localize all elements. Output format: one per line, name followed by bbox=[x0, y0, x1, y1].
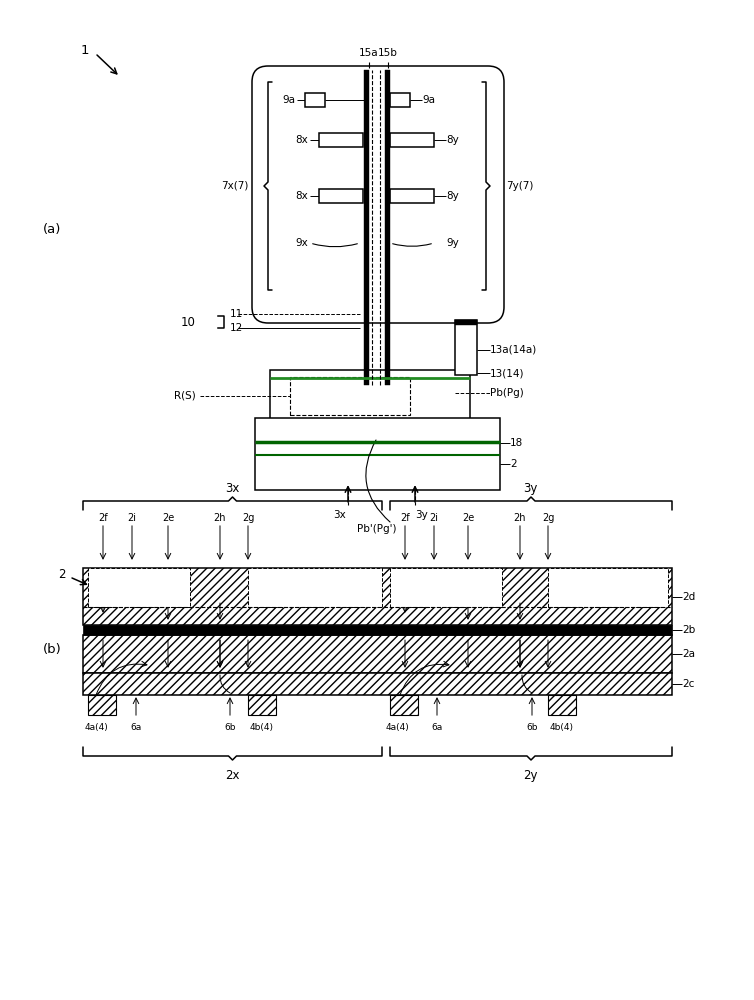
Text: 2f: 2f bbox=[98, 513, 108, 523]
Text: 2: 2 bbox=[510, 459, 516, 469]
Text: 3y: 3y bbox=[523, 482, 537, 495]
Text: 8x: 8x bbox=[296, 191, 308, 201]
Text: 2f: 2f bbox=[400, 513, 410, 523]
Bar bbox=[270, 370, 470, 420]
Text: 9a: 9a bbox=[282, 95, 295, 105]
Text: 4b(4): 4b(4) bbox=[250, 723, 274, 732]
Bar bbox=[83, 673, 672, 695]
Text: 2i: 2i bbox=[127, 513, 136, 523]
Bar bbox=[248, 695, 276, 715]
Text: 7y(7): 7y(7) bbox=[506, 181, 533, 191]
Text: Pb'(Pg'): Pb'(Pg') bbox=[357, 524, 397, 534]
Bar bbox=[455, 320, 477, 325]
Text: 18: 18 bbox=[510, 438, 523, 448]
Bar bbox=[385, 70, 390, 385]
Text: 8x: 8x bbox=[296, 135, 308, 145]
Text: 9y: 9y bbox=[446, 238, 458, 248]
Text: 2a: 2a bbox=[682, 649, 695, 659]
Text: 10: 10 bbox=[181, 316, 196, 328]
Text: 2b: 2b bbox=[682, 625, 695, 635]
Bar bbox=[390, 189, 434, 203]
Text: 4a(4): 4a(4) bbox=[385, 723, 409, 732]
Text: 6b: 6b bbox=[526, 723, 538, 732]
Bar bbox=[83, 568, 672, 625]
Text: 13a(14a): 13a(14a) bbox=[490, 345, 538, 355]
Text: 13(14): 13(14) bbox=[490, 368, 525, 378]
Bar bbox=[290, 377, 410, 415]
Bar bbox=[88, 568, 190, 607]
Text: 2e: 2e bbox=[462, 513, 474, 523]
Text: 2c: 2c bbox=[682, 679, 694, 689]
Text: 3x: 3x bbox=[225, 482, 239, 495]
Text: (b): (b) bbox=[43, 644, 61, 656]
Text: 9a: 9a bbox=[422, 95, 435, 105]
Text: 2x: 2x bbox=[225, 769, 239, 782]
Text: 1: 1 bbox=[81, 43, 89, 56]
Text: 8y: 8y bbox=[446, 135, 458, 145]
Text: 9x: 9x bbox=[296, 238, 308, 248]
Bar bbox=[305, 93, 325, 107]
Text: 6b: 6b bbox=[224, 723, 236, 732]
Text: 7x(7): 7x(7) bbox=[221, 181, 248, 191]
Bar bbox=[83, 625, 672, 635]
Bar bbox=[248, 568, 382, 607]
Text: 3x: 3x bbox=[333, 510, 346, 520]
Text: 4b(4): 4b(4) bbox=[550, 723, 574, 732]
Text: 2h: 2h bbox=[513, 513, 526, 523]
Text: 2y: 2y bbox=[523, 769, 538, 782]
Text: (a): (a) bbox=[43, 224, 61, 236]
Text: 2d: 2d bbox=[682, 591, 695, 601]
Text: 4a(4): 4a(4) bbox=[84, 723, 108, 732]
Text: 15b: 15b bbox=[378, 48, 398, 58]
Bar bbox=[88, 695, 116, 715]
Text: 6a: 6a bbox=[130, 723, 142, 732]
Text: 2i: 2i bbox=[430, 513, 439, 523]
Text: 2h: 2h bbox=[213, 513, 226, 523]
Bar bbox=[548, 695, 576, 715]
Bar bbox=[364, 70, 369, 385]
Text: 11: 11 bbox=[230, 309, 244, 319]
Text: 2g: 2g bbox=[242, 513, 254, 523]
Bar bbox=[390, 93, 410, 107]
Text: R(S): R(S) bbox=[174, 391, 196, 401]
Text: 6a: 6a bbox=[431, 723, 443, 732]
Bar bbox=[390, 568, 502, 607]
Bar bbox=[548, 568, 668, 607]
Bar bbox=[390, 133, 434, 147]
Bar bbox=[390, 695, 418, 715]
Text: 2g: 2g bbox=[542, 513, 554, 523]
Text: 2e: 2e bbox=[162, 513, 174, 523]
Text: 2: 2 bbox=[58, 568, 66, 582]
Text: 3y: 3y bbox=[415, 510, 428, 520]
FancyBboxPatch shape bbox=[252, 66, 504, 323]
Bar bbox=[319, 189, 363, 203]
Text: 15a: 15a bbox=[359, 48, 379, 58]
Text: 12: 12 bbox=[230, 323, 244, 333]
Bar bbox=[319, 133, 363, 147]
Text: 8y: 8y bbox=[446, 191, 458, 201]
Text: Pb(Pg): Pb(Pg) bbox=[490, 388, 524, 398]
Bar bbox=[255, 418, 500, 490]
Bar bbox=[455, 320, 477, 375]
Bar bbox=[83, 635, 672, 673]
